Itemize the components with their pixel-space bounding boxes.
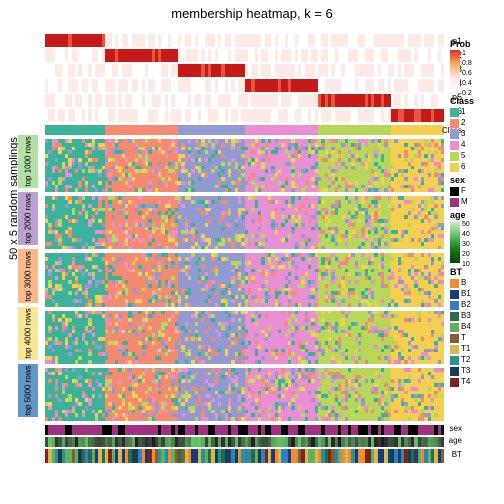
age-colorbar <box>450 221 460 263</box>
bottom-annotations <box>45 425 445 463</box>
row-group-labels: top 1000 rows top 2000 rows top 3000 row… <box>18 135 38 417</box>
legends: Prob 10.80.60.40.2 Class 123456 sex FM a… <box>450 36 502 388</box>
chart-title: membership heatmap, k = 6 <box>0 0 504 23</box>
class-annotation-bar <box>45 125 445 135</box>
prob-heatmap <box>45 34 445 122</box>
sampling-heatmaps <box>45 139 445 421</box>
prob-colorbar <box>450 50 460 92</box>
heatmap-main <box>45 34 445 464</box>
